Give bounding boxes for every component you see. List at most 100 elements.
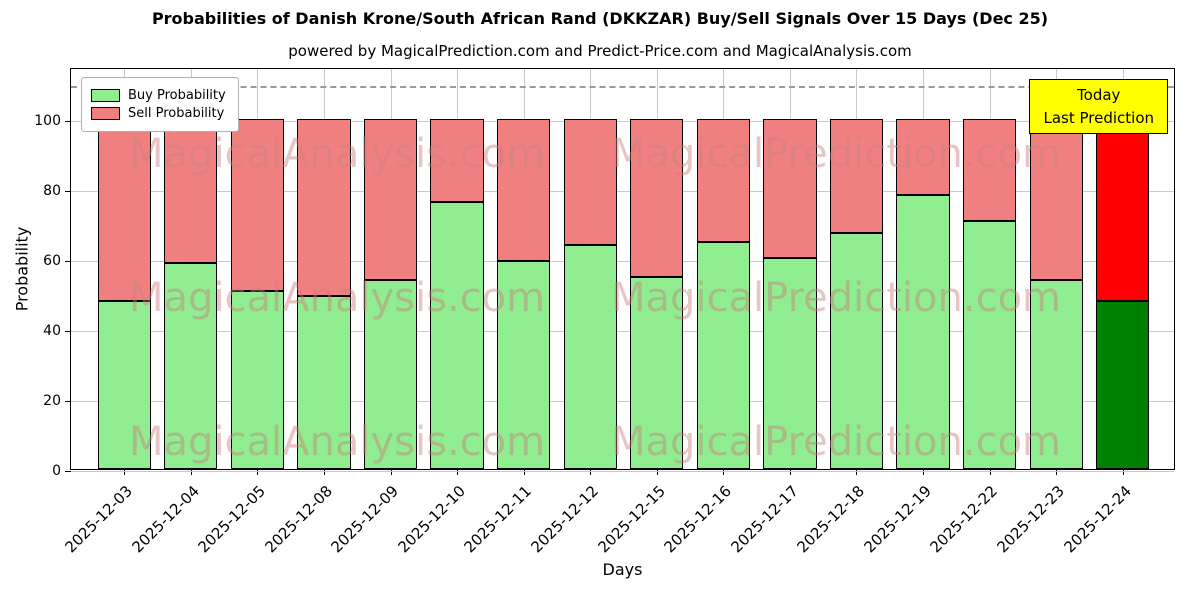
gridline-horizontal: [71, 331, 1174, 333]
watermark-text: MagicalAnalysis.com: [129, 419, 546, 465]
x-tick-label: 2025-12-23: [993, 482, 1068, 557]
y-tick-mark: [65, 121, 71, 123]
x-tick-mark: [856, 469, 858, 475]
x-tick-label: 2025-12-08: [261, 482, 336, 557]
buy-bar-segment: [363, 280, 418, 469]
x-tick-label: 2025-12-22: [926, 482, 1002, 557]
legend-item-buy: Buy Probability: [91, 88, 226, 103]
sell-bar-segment: [497, 119, 551, 262]
y-tick-label: 20: [43, 393, 61, 410]
x-tick-mark: [257, 469, 259, 475]
y-tick-mark: [65, 261, 71, 263]
y-tick-label: 0: [52, 463, 61, 479]
watermark-text: MagicalAnalysis.com: [129, 275, 546, 321]
buy-bar-segment: [497, 261, 551, 469]
sell-bar-segment: [829, 119, 884, 234]
x-tick-label: 2025-12-16: [660, 482, 736, 557]
legend-label-buy: Buy Probability: [128, 88, 226, 103]
x-tick-label: 2025-12-24: [1060, 482, 1135, 557]
x-tick-mark: [989, 469, 991, 475]
x-tick-mark: [1056, 469, 1058, 475]
x-tick-mark: [923, 469, 925, 475]
x-tick-label: 2025-12-12: [527, 482, 602, 557]
legend: Buy Probability Sell Probability: [81, 77, 239, 132]
y-tick-label: 80: [43, 183, 61, 200]
x-tick-label: 2025-12-17: [727, 482, 802, 557]
x-tick-label: 2025-12-09: [327, 482, 403, 557]
sell-bar-segment: [430, 119, 484, 202]
y-tick-mark: [65, 401, 71, 403]
sell-bar-segment: [164, 119, 218, 263]
buy-bar-segment: [896, 194, 950, 469]
x-tick-mark: [590, 469, 592, 475]
y-tick-label: 40: [43, 323, 61, 340]
today-annotation-line2: Last Prediction: [1043, 108, 1154, 127]
buy-bar-segment: [164, 262, 218, 469]
gridline-horizontal: [71, 121, 1174, 123]
y-tick-mark: [65, 191, 71, 193]
chart-title: Probabilities of Danish Krone/South Afri…: [151, 9, 1049, 28]
buy-bar-segment: [1029, 280, 1083, 469]
sell-bar-segment: [363, 119, 418, 281]
buy-bar-segment: [230, 290, 284, 469]
legend-swatch-sell: [91, 107, 120, 120]
legend-item-sell: Sell Probability: [91, 106, 226, 121]
x-tick-mark: [656, 469, 658, 475]
buy-bar-segment: [97, 301, 151, 469]
x-tick-mark: [789, 469, 791, 475]
x-axis-ticks: 2025-12-03 2025-12-04 2025-12-05 2025-12-08…: [62, 470, 1175, 570]
x-tick-mark: [457, 469, 459, 475]
sell-bar-segment: [962, 119, 1017, 221]
x-tick-mark: [124, 469, 126, 475]
sell-bar-segment: [1029, 119, 1083, 281]
buy-bar-segment: [430, 201, 484, 469]
watermark-text: MagicalPrediction.com: [611, 275, 1061, 321]
buy-bar-segment: [763, 257, 817, 469]
x-tick-mark: [323, 469, 325, 475]
today-annotation-line1: Today: [1077, 86, 1121, 104]
x-axis-label: Days: [602, 560, 643, 579]
x-tick-mark: [723, 469, 725, 475]
x-tick-label: 2025-12-15: [594, 482, 669, 557]
watermark-text: MagicalAnalysis.com: [129, 131, 546, 177]
sell-bar-segment: [763, 119, 817, 258]
buy-bar-segment: [1096, 301, 1150, 469]
gridline-horizontal: [71, 471, 1174, 472]
sell-bar-segment: [630, 119, 684, 277]
watermark-text: MagicalPrediction.com: [611, 419, 1061, 465]
x-tick-mark: [190, 469, 192, 475]
x-tick-label: 2025-12-04: [128, 482, 203, 557]
sell-bar-segment: [696, 119, 750, 242]
dashed-guide-line: [71, 86, 1174, 89]
watermark-text: MagicalPrediction.com: [611, 131, 1061, 177]
gridline-horizontal: [71, 261, 1174, 263]
buy-bar-segment: [630, 276, 684, 469]
y-tick-label: 60: [43, 253, 61, 270]
x-tick-mark: [1122, 469, 1124, 475]
x-tick-label: 2025-12-19: [860, 482, 935, 557]
y-tick-mark: [65, 331, 71, 333]
buy-bar-segment: [696, 241, 750, 469]
legend-swatch-buy: [91, 89, 120, 102]
x-tick-label: 2025-12-03: [61, 482, 136, 557]
x-tick-label: 2025-12-18: [793, 482, 869, 557]
gridline-horizontal: [71, 191, 1174, 193]
y-axis-label: Probability: [12, 226, 32, 312]
plot-area: Buy Probability Sell Probability Today L…: [34, 68, 1175, 479]
sell-bar-segment: [97, 119, 151, 302]
sell-bar-segment: [563, 119, 617, 246]
sell-bar-segment: [297, 119, 351, 296]
chart-subtitle: powered by MagicalPrediction.com and Pre…: [288, 42, 912, 60]
buy-bar-segment: [962, 220, 1017, 469]
buy-bar-segment: [829, 233, 884, 469]
buy-bar-segment: [297, 295, 351, 469]
today-annotation: Today Last Prediction: [1029, 79, 1168, 134]
x-tick-mark: [523, 469, 525, 475]
x-tick-mark: [390, 469, 392, 475]
buy-bar-segment: [563, 245, 617, 469]
sell-bar-segment: [230, 119, 284, 291]
y-tick-mark: [65, 471, 71, 472]
x-tick-label: 2025-12-11: [460, 482, 536, 557]
y-tick-label: 100: [34, 113, 61, 130]
